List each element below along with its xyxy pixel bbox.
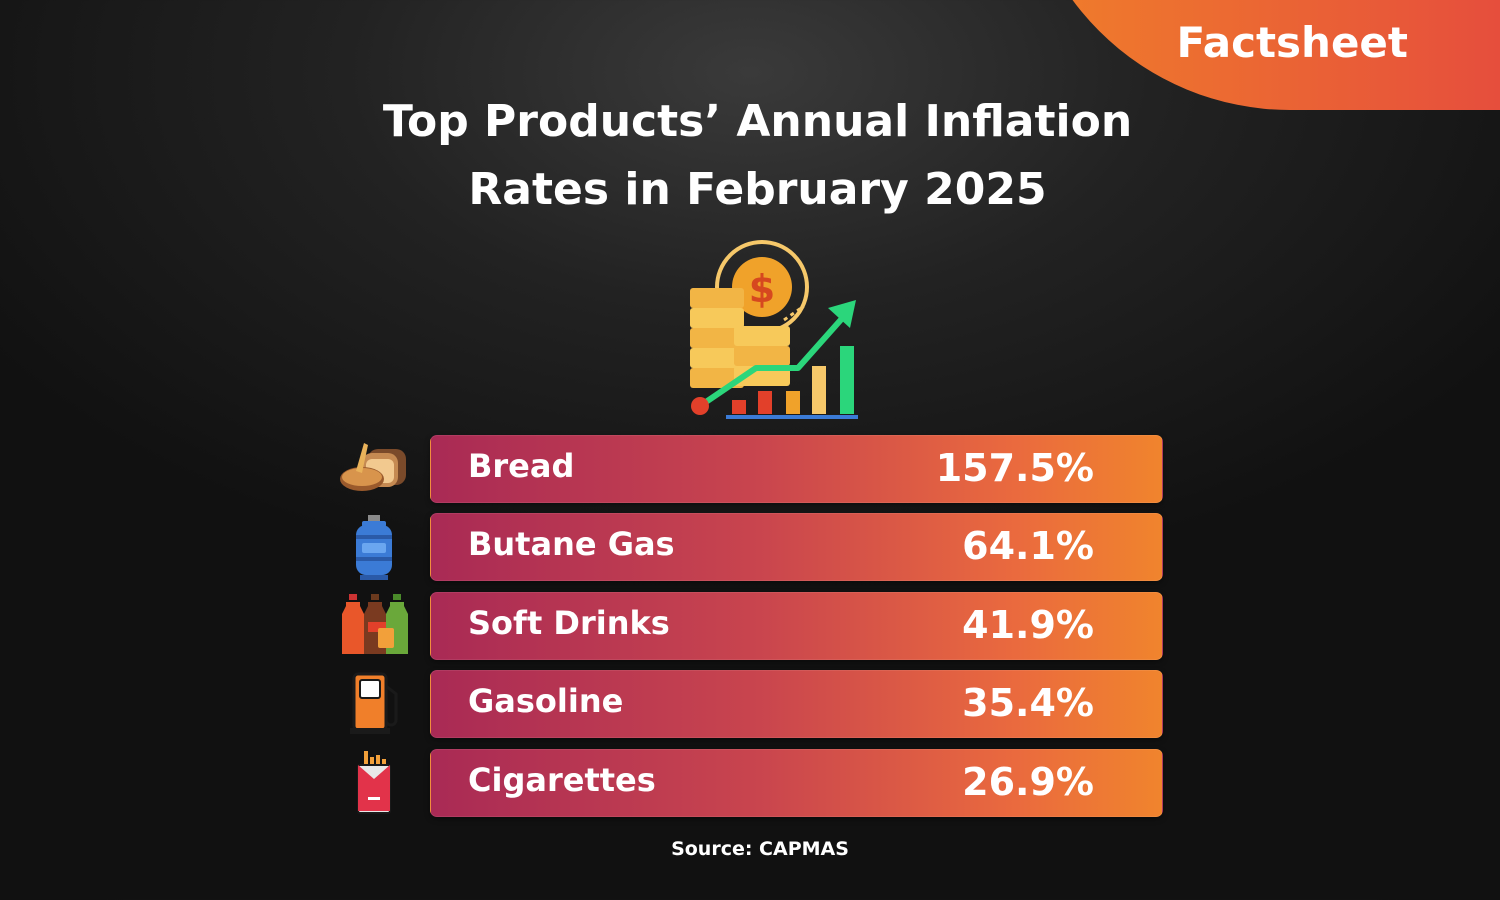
title-line-2: Rates in February 2025 xyxy=(468,164,1047,215)
bar-label: Gasoline xyxy=(468,682,624,720)
bread-icon xyxy=(340,443,406,491)
bar-soft-drinks: Soft Drinks 41.9% xyxy=(430,592,1163,660)
gas-cylinder-icon xyxy=(356,515,392,580)
title-line-1: Top Products’ Annual Inflation xyxy=(382,96,1133,147)
row-cigarettes: Cigarettes 26.9% xyxy=(330,749,1165,817)
bar-value: 26.9% xyxy=(962,760,1094,804)
bar-value: 35.4% xyxy=(962,681,1094,725)
bar-label: Bread xyxy=(468,447,575,485)
row-soft-drinks: Soft Drinks 41.9% xyxy=(330,592,1165,660)
bar-cigarettes: Cigarettes 26.9% xyxy=(430,749,1163,817)
row-bread: Bread 157.5% xyxy=(330,435,1165,503)
fuel-pump-icon xyxy=(350,672,398,734)
bar-bread: Bread 157.5% xyxy=(430,435,1163,503)
svg-text:$: $ xyxy=(749,267,775,311)
soft-drinks-icon xyxy=(342,594,408,654)
bar-butane-gas: Butane Gas 64.1% xyxy=(430,513,1163,581)
bar-label: Cigarettes xyxy=(468,761,656,799)
row-butane-gas: Butane Gas 64.1% xyxy=(330,513,1165,581)
bar-gasoline: Gasoline 35.4% xyxy=(430,670,1163,738)
source-note: Source: CAPMAS xyxy=(671,838,849,860)
inflation-coins-chart-icon: $ xyxy=(690,240,858,419)
bar-value: 157.5% xyxy=(935,446,1094,490)
bar-value: 64.1% xyxy=(962,524,1094,568)
factsheet-label: Factsheet xyxy=(1176,18,1409,67)
bar-value: 41.9% xyxy=(962,603,1094,647)
page-title: Top Products’ Annual Inflation Rates in … xyxy=(0,88,1500,224)
cigarettes-icon xyxy=(357,751,391,814)
bar-label: Butane Gas xyxy=(468,525,675,563)
bar-label: Soft Drinks xyxy=(468,604,670,642)
row-gasoline: Gasoline 35.4% xyxy=(330,670,1165,738)
